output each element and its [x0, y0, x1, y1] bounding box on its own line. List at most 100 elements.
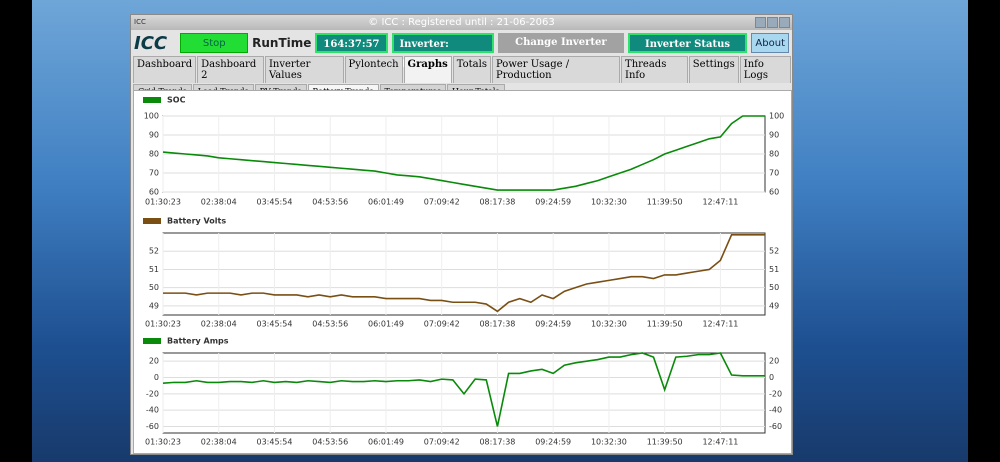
x-tick-label: 02:38:04 — [201, 320, 237, 329]
x-tick-label: 08:17:38 — [479, 198, 515, 207]
y-tick-label: 70 — [149, 169, 159, 178]
y2-tick-label: 20 — [769, 357, 779, 366]
y-tick-label: 100 — [144, 112, 159, 121]
y2-tick-label: -60 — [769, 422, 782, 431]
close[interactable] — [779, 17, 790, 28]
status-button[interactable]: Inverter Status — [627, 33, 748, 53]
x-tick-label: 08:17:38 — [479, 320, 515, 329]
y-tick-label: -20 — [146, 389, 159, 398]
legend-swatch — [143, 218, 161, 224]
black-bar — [0, 0, 32, 462]
x-tick-label: 09:24:59 — [535, 198, 571, 207]
tab[interactable]: Threads Info — [621, 56, 688, 83]
series-line — [162, 115, 765, 191]
y2-tick-label: 60 — [769, 188, 779, 197]
y-tick-label: 50 — [149, 283, 159, 292]
y2-tick-label: 100 — [769, 112, 784, 121]
y-tick-label: 0 — [154, 373, 159, 382]
y-tick-label: 52 — [149, 247, 159, 256]
x-tick-label: 11:39:50 — [647, 198, 683, 207]
x-tick-label: 04:53:56 — [312, 198, 348, 207]
x-tick-label: 06:01:49 — [368, 198, 404, 207]
x-tick-label: 03:45:54 — [257, 320, 293, 329]
window-icon: ICC — [134, 18, 146, 26]
y-tick-label: -60 — [146, 422, 159, 431]
y2-tick-label: 0 — [769, 373, 774, 382]
x-tick-label: 06:01:49 — [368, 438, 404, 447]
y2-tick-label: -40 — [769, 406, 782, 415]
y2-tick-label: 80 — [769, 150, 779, 159]
tab[interactable]: Dashboard — [133, 56, 197, 83]
x-tick-label: 11:39:50 — [647, 320, 683, 329]
x-tick-label: 01:30:23 — [145, 198, 181, 207]
y-tick-label: 90 — [149, 131, 159, 140]
x-tick-label: 11:39:50 — [647, 438, 683, 447]
y2-tick-label: 52 — [769, 247, 779, 256]
x-tick-label: 07:09:42 — [424, 320, 460, 329]
y-tick-label: 51 — [149, 265, 159, 274]
y2-tick-label: 50 — [769, 283, 779, 292]
x-tick-label: 10:32:30 — [591, 320, 627, 329]
x-tick-label: 12:47:11 — [702, 198, 738, 207]
series-line — [162, 352, 765, 427]
x-tick-label: 02:38:04 — [201, 198, 237, 207]
tab[interactable]: Pylontech — [344, 56, 403, 83]
x-tick-label: 06:01:49 — [368, 320, 404, 329]
tab[interactable]: Power Usage / Production — [491, 56, 621, 83]
inverter-temp: Inverter: 47.0°C — [391, 33, 495, 70]
x-tick-label: 10:32:30 — [591, 438, 627, 447]
x-tick-label: 08:17:38 — [479, 438, 515, 447]
x-tick-label: 04:53:56 — [312, 438, 348, 447]
minimize[interactable] — [755, 17, 766, 28]
legend-label: SOC — [167, 96, 186, 105]
x-tick-label: 01:30:23 — [145, 438, 181, 447]
y2-tick-label: -20 — [769, 389, 782, 398]
runtime-label: RunTime — [252, 36, 312, 50]
y-tick-label: -40 — [146, 406, 159, 415]
x-tick-label: 12:47:11 — [702, 438, 738, 447]
legend-label: Battery Volts — [167, 217, 226, 226]
runtime: 164:37:57 — [315, 33, 388, 53]
x-tick-label: 09:24:59 — [535, 438, 571, 447]
x-tick-label: 07:09:42 — [424, 438, 460, 447]
tab-bar: Dashboard Dashboard 2 Inverter Values Pylon… — [131, 56, 792, 83]
black-bar — [968, 0, 1000, 462]
tab[interactable]: Graphs — [403, 56, 452, 83]
x-tick-label: 02:38:04 — [201, 438, 237, 447]
x-tick-label: 03:45:54 — [257, 198, 293, 207]
x-tick-label: 07:09:42 — [424, 198, 460, 207]
y-tick-label: 20 — [149, 357, 159, 366]
logo: ICC — [134, 32, 168, 54]
tab[interactable]: Dashboard 2 — [197, 56, 264, 83]
x-tick-label: 04:53:56 — [312, 320, 348, 329]
charts: SOC 60 60 70 70 80 80 90 90 100 100 01:30:23 02:38:0… — [143, 96, 784, 447]
toolbar: ICC Stop RunTime 164:37:57 Inverter: 47.… — [131, 30, 792, 70]
title-bar: ICC © ICC : Registered until : 21-06-206… — [131, 15, 792, 30]
legend-swatch — [143, 97, 161, 103]
legend-label: Battery Amps — [167, 337, 229, 346]
y-tick-label: 80 — [149, 150, 159, 159]
y2-tick-label: 70 — [769, 169, 779, 178]
x-tick-label: 01:30:23 — [145, 320, 181, 329]
x-tick-label: 12:47:11 — [702, 320, 738, 329]
y-tick-label: 49 — [149, 301, 159, 310]
maximize[interactable] — [767, 17, 778, 28]
stop-button[interactable]: Stop — [180, 33, 249, 53]
x-tick-label: 10:32:30 — [591, 198, 627, 207]
y2-tick-label: 49 — [769, 301, 779, 310]
y2-tick-label: 51 — [769, 265, 779, 274]
tab[interactable]: Totals — [452, 56, 491, 83]
tab[interactable]: Settings — [688, 56, 739, 83]
y2-tick-label: 90 — [769, 131, 779, 140]
about-button[interactable]: About — [751, 33, 789, 53]
x-tick-label: 09:24:59 — [535, 320, 571, 329]
change-mode-button[interactable]: Change Inverter Mode — [498, 33, 624, 68]
legend-swatch — [143, 338, 161, 344]
tab[interactable]: Info Logs — [739, 56, 791, 83]
window-title: © ICC : Registered until : 21-06-2063 — [368, 17, 555, 28]
series-line — [163, 234, 765, 313]
x-tick-label: 03:45:54 — [257, 438, 293, 447]
y-tick-label: 60 — [149, 188, 159, 197]
tab[interactable]: Inverter Values — [264, 56, 344, 83]
